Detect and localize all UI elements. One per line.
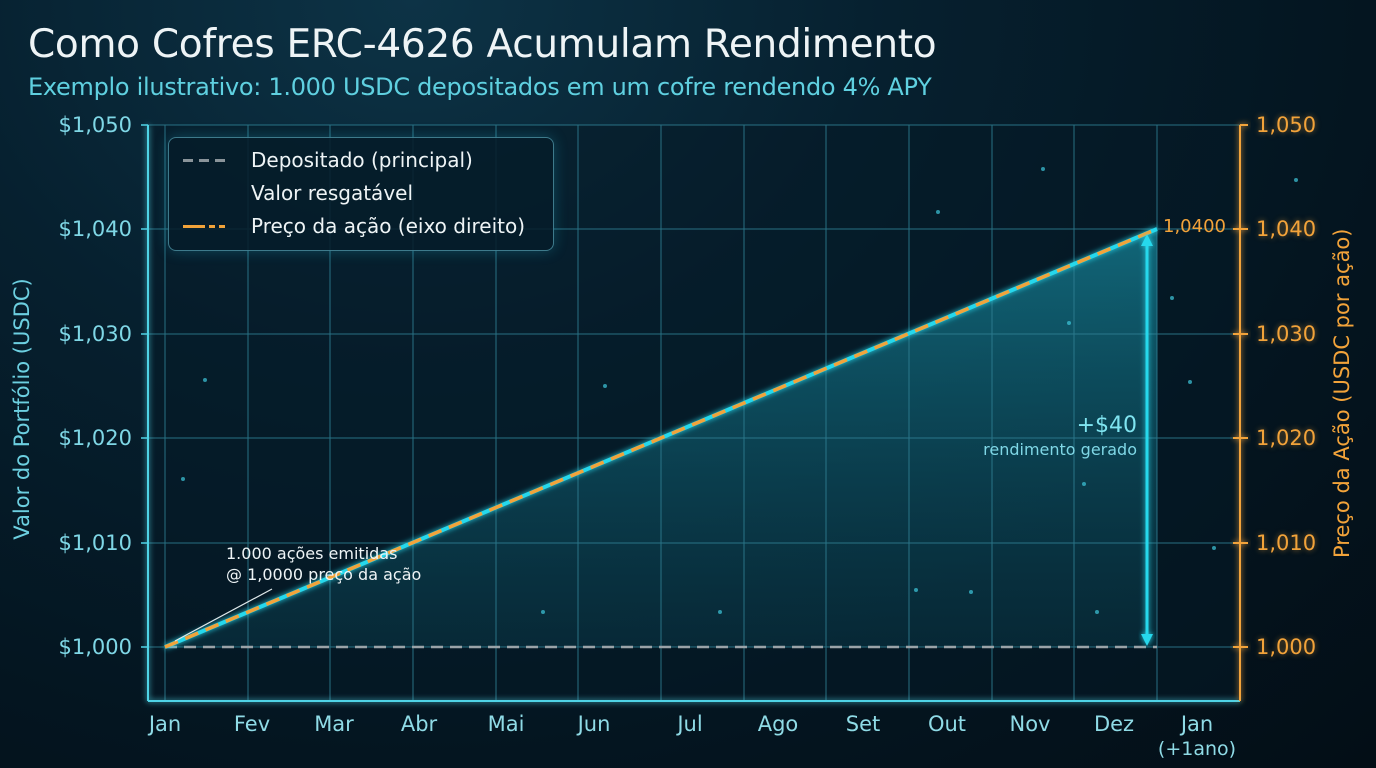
share-price-line <box>164 227 1158 649</box>
x-tick-set: Set <box>845 712 881 736</box>
y-right-axis-title: Preço da Ação (USDC por ação) <box>1330 228 1354 558</box>
chart-subtitle: Exemplo ilustrativo: 1.000 USDC deposita… <box>28 73 932 101</box>
x-tick-mai: Mai <box>487 712 525 736</box>
y-right-tick-1010: 1,010 <box>1256 531 1317 555</box>
legend-label: Preço da ação (eixo direito) <box>251 214 526 238</box>
y-right-tick-1030: 1,030 <box>1256 322 1317 346</box>
y-right-tick-1020: 1,020 <box>1256 426 1317 450</box>
y-left-tick-1050: $1,050 <box>58 113 132 137</box>
decorative-particles <box>181 167 1298 614</box>
x-tick-jan-next: Jan <box>1180 712 1214 736</box>
chart-title: Como Cofres ERC-4626 Acumulam Rendimento <box>28 22 937 67</box>
x-tick-mar: Mar <box>314 712 354 736</box>
legend-item-share-price: Preço da ação (eixo direito) <box>183 211 525 241</box>
x-tick-jan-next-sub: (+1ano) <box>1157 738 1237 760</box>
chart-legend: Depositado (principal) Valor resgatável … <box>168 137 554 251</box>
end-price-label: 1,0400 <box>1163 216 1226 237</box>
start-annotation: 1.000 ações emitidas @ 1,0000 preço da a… <box>226 543 421 585</box>
x-tick-jan: Jan <box>148 712 182 736</box>
gain-label: rendimento gerado <box>983 440 1137 459</box>
gain-arrow <box>1141 234 1153 646</box>
x-tick-nov: Nov <box>1009 712 1051 736</box>
y-left-tick-1000: $1,000 <box>58 635 132 659</box>
solid-line-swatch-icon <box>183 192 227 195</box>
start-annotation-line2: @ 1,0000 preço da ação <box>226 565 422 584</box>
legend-label: Valor resgatável <box>251 181 414 205</box>
y-left-tick-1020: $1,020 <box>58 426 132 450</box>
x-tick-ago: Ago <box>757 712 799 736</box>
start-annotation-line1: 1.000 ações emitidas <box>226 544 398 563</box>
legend-item-principal: Depositado (principal) <box>183 145 473 175</box>
legend-item-redeemable: Valor resgatável <box>183 178 413 208</box>
y-right-tick-1040: 1,040 <box>1256 217 1317 241</box>
left-axis <box>147 125 1240 702</box>
dashed-line-swatch-icon <box>183 159 227 162</box>
y-right-tick-1050: 1,050 <box>1256 113 1317 137</box>
y-left-axis-title: Valor do Portfólio (USDC) <box>10 278 34 540</box>
x-tick-fev: Fev <box>233 712 271 736</box>
y-left-tick-1010: $1,010 <box>58 531 132 555</box>
legend-label: Depositado (principal) <box>251 148 473 172</box>
x-tick-abr: Abr <box>400 712 438 736</box>
gain-value: +$40 <box>1076 413 1137 438</box>
x-tick-out: Out <box>927 712 967 736</box>
x-tick-jun: Jun <box>577 712 611 736</box>
y-left-tick-1030: $1,030 <box>58 322 132 346</box>
x-tick-jul: Jul <box>677 712 703 736</box>
y-left-tick-1040: $1,040 <box>58 217 132 241</box>
y-right-tick-1000: 1,000 <box>1256 635 1317 659</box>
x-tick-dez: Dez <box>1093 712 1135 736</box>
annotation-leader <box>174 588 273 642</box>
dash-dot-swatch-icon <box>183 225 225 228</box>
right-axis <box>1233 124 1248 701</box>
